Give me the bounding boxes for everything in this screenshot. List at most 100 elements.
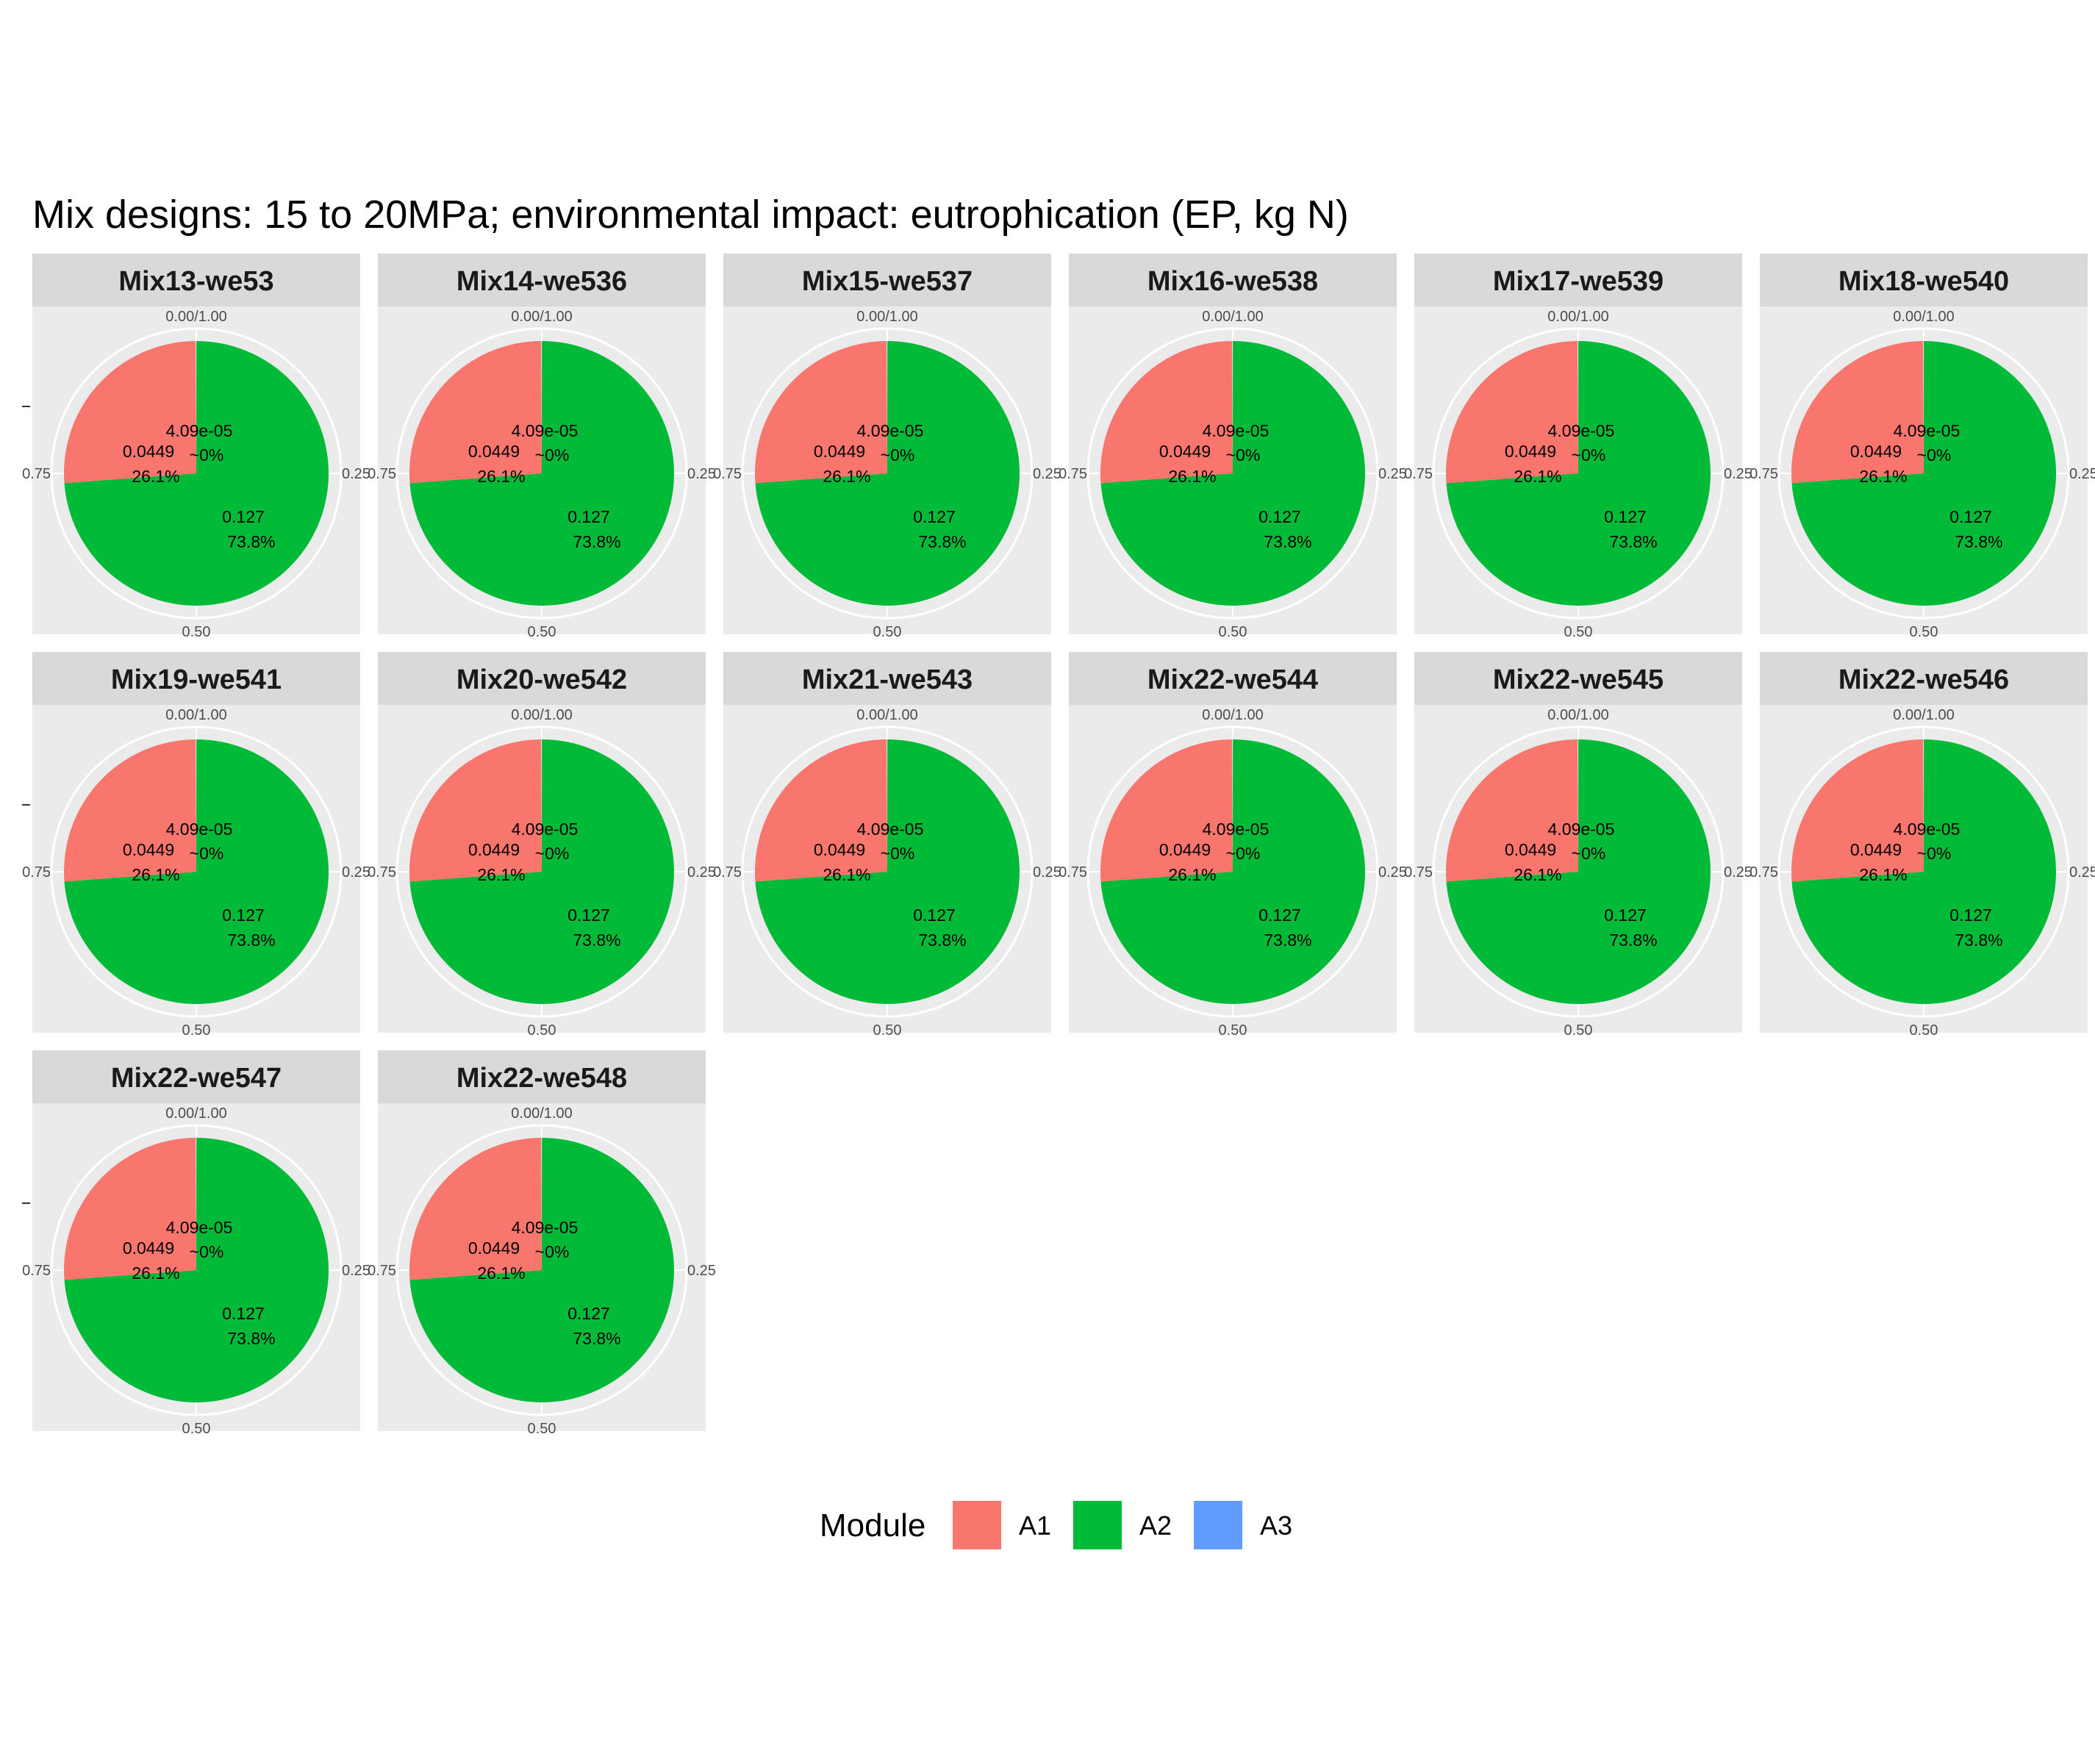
data-label-value-a3: 4.09e-05 — [857, 820, 924, 839]
pie-slice-a2 — [1100, 341, 1365, 606]
data-label-pct-a3: ~0% — [535, 844, 570, 863]
legend-label-a1: A1 — [1019, 1510, 1051, 1541]
facet-strip — [378, 1050, 706, 1103]
theta-tick-label: 0.50 — [873, 624, 902, 640]
theta-tick-label: 0.25 — [1033, 466, 1061, 482]
data-label-value-a1: 0.0449 — [468, 1238, 520, 1258]
theta-tick-label: 0.00/1.00 — [511, 1105, 572, 1122]
data-label-value-a3: 4.09e-05 — [512, 421, 579, 440]
facet-panel: Mix16-we538 4.09e-05 ~0% 0.0449 26.1% 0.127 73… — [1059, 254, 1407, 640]
pie-slice-a2 — [64, 1138, 329, 1402]
theta-tick-label: 0.50 — [528, 1421, 556, 1437]
data-label-value-a1: 0.0449 — [468, 442, 520, 461]
theta-tick-label: 0.00/1.00 — [1893, 309, 1954, 325]
theta-tick-label: 0.00/1.00 — [165, 1105, 226, 1122]
facet-panel: Mix22-we544 4.09e-05 ~0% 0.0449 26.1% 0.127 73… — [1059, 652, 1407, 1039]
data-label-pct-a3: ~0% — [1226, 445, 1261, 465]
theta-tick-label: 0.25 — [687, 466, 716, 482]
data-label-pct-a2: 73.8% — [573, 931, 620, 950]
pie-slice-a1 — [409, 341, 542, 484]
data-label-pct-a2: 73.8% — [1955, 931, 2002, 950]
data-label-value-a1: 0.0449 — [1505, 840, 1556, 859]
pie-slice-a1 — [64, 739, 196, 882]
data-label-value-a1: 0.0449 — [814, 442, 865, 461]
legend: Module A1 A2 A3 — [820, 1501, 1292, 1549]
data-label-value-a3: 4.09e-05 — [166, 421, 233, 440]
pie-slice-a1 — [409, 739, 542, 882]
data-label-value-a1: 0.0449 — [1850, 442, 1902, 461]
pie-slice-a2 — [1446, 341, 1711, 606]
data-label-pct-a1: 26.1% — [477, 467, 525, 486]
pie-slice-a1 — [755, 739, 887, 882]
data-label-value-a3: 4.09e-05 — [166, 1218, 233, 1237]
theta-tick-label: 0.25 — [342, 1263, 370, 1279]
data-label-pct-a3: ~0% — [1572, 445, 1606, 465]
legend-label-a2: A2 — [1139, 1510, 1172, 1541]
theta-tick-label: 0.75 — [1750, 864, 1778, 881]
data-label-pct-a3: ~0% — [535, 445, 570, 465]
pie-slice-a2 — [755, 341, 1020, 606]
facet-strip-label: Mix22-we547 — [111, 1063, 282, 1094]
theta-tick-label: 0.75 — [1750, 466, 1778, 482]
theta-tick-label: 0.00/1.00 — [165, 309, 226, 325]
data-label-value-a2: 0.127 — [222, 507, 265, 526]
theta-tick-label: 0.25 — [342, 466, 370, 482]
pie-slice-a1 — [1446, 739, 1578, 882]
facet-strip — [723, 652, 1051, 705]
facet-strip-label: Mix22-we544 — [1147, 664, 1318, 695]
data-label-pct-a3: ~0% — [190, 844, 224, 863]
facet-strip — [723, 254, 1051, 306]
theta-tick-label: 0.00/1.00 — [856, 707, 917, 723]
pie-slice-a2 — [409, 739, 674, 1004]
theta-tick-label: 0.75 — [22, 466, 51, 482]
theta-tick-label: 0.25 — [2069, 466, 2095, 482]
facet-panel: Mix21-we543 4.09e-05 ~0% 0.0449 26.1% 0.127 73… — [713, 652, 1061, 1039]
data-label-value-a2: 0.127 — [1258, 507, 1301, 526]
pie-slice-a1 — [63, 1138, 196, 1280]
pie-slice-a2 — [1791, 739, 2056, 1004]
theta-tick-label: 0.75 — [713, 466, 742, 482]
data-label-value-a3: 4.09e-05 — [1203, 820, 1269, 839]
theta-tick-label: 0.25 — [687, 1263, 716, 1279]
theta-tick-label: 0.50 — [1910, 1022, 1938, 1039]
data-label-pct-a1: 26.1% — [132, 467, 179, 486]
theta-tick-label: 0.25 — [1724, 864, 1752, 881]
theta-tick-label: 0.75 — [1059, 466, 1087, 482]
pie-slice-a2 — [1446, 739, 1711, 1004]
data-label-value-a3: 4.09e-05 — [1548, 421, 1615, 440]
theta-tick-label: 0.50 — [1219, 1022, 1247, 1039]
facet-panel: Mix17-we539 4.09e-05 ~0% 0.0449 26.1% 0.127 73… — [1404, 254, 1752, 640]
pie-slice-a1 — [63, 341, 196, 484]
facet-strip — [1414, 652, 1742, 705]
data-label-value-a2: 0.127 — [567, 906, 610, 925]
data-label-pct-a2: 73.8% — [1609, 532, 1657, 551]
data-label-pct-a2: 73.8% — [918, 532, 966, 551]
data-label-pct-a2: 73.8% — [227, 1329, 275, 1348]
facet-strip-label: Mix20-we542 — [456, 664, 627, 695]
facet-strip-label: Mix13-we53 — [118, 266, 273, 297]
theta-tick-label: 0.75 — [22, 1263, 51, 1279]
pie-slice-a1 — [755, 341, 887, 484]
data-label-value-a3: 4.09e-05 — [166, 820, 233, 839]
data-label-value-a1: 0.0449 — [123, 840, 174, 859]
facet-strip — [1069, 652, 1397, 705]
pie-slice-a1 — [1791, 739, 1924, 882]
data-label-pct-a1: 26.1% — [1514, 467, 1561, 486]
legend-title: Module — [820, 1507, 925, 1544]
data-label-value-a1: 0.0449 — [1505, 442, 1556, 461]
pie-slice-a1 — [1100, 739, 1233, 882]
data-label-value-a2: 0.127 — [222, 906, 265, 925]
data-label-pct-a1: 26.1% — [1859, 865, 1907, 884]
facet-strip — [1760, 254, 2088, 306]
data-label-pct-a1: 26.1% — [823, 865, 870, 884]
theta-tick-label: 0.25 — [1378, 466, 1407, 482]
data-label-pct-a2: 73.8% — [573, 532, 620, 551]
theta-tick-label: 0.00/1.00 — [1202, 309, 1263, 325]
theta-tick-label: 0.25 — [342, 864, 370, 881]
theta-tick-label: 0.00/1.00 — [856, 309, 917, 325]
data-label-pct-a1: 26.1% — [1859, 467, 1907, 486]
data-label-value-a1: 0.0449 — [468, 840, 520, 859]
theta-tick-label: 0.25 — [1378, 864, 1407, 881]
data-label-value-a3: 4.09e-05 — [1894, 421, 1960, 440]
